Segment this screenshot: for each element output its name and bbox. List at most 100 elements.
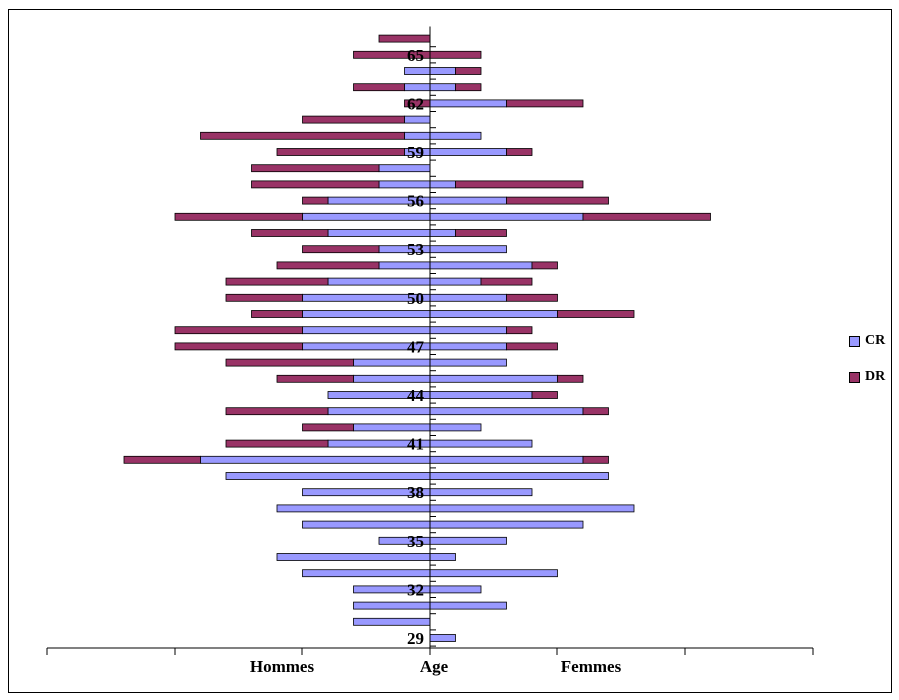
bar-dr-hommes-56 <box>302 196 329 205</box>
age-label-59: 59 <box>407 143 424 162</box>
bar-dr-hommes-53 <box>302 245 380 254</box>
chart-frame: 29 32 35 38 41 44 47 50 53 56 59 62 65 Hommes Age Fe… <box>8 9 892 693</box>
bar-dr-hommes-42 <box>302 423 354 432</box>
bar-cr-femmes-35 <box>429 536 507 545</box>
bar-dr-femmes-51 <box>480 277 533 286</box>
legend-item-cr: CR <box>849 332 885 350</box>
bar-dr-femmes-54 <box>455 229 507 237</box>
bar-cr-hommes-49 <box>302 310 431 318</box>
legend-label-cr: CR <box>865 333 886 348</box>
bar-dr-hommes-46 <box>225 358 354 367</box>
bar-dr-hommes-54 <box>251 229 329 237</box>
age-label-38: 38 <box>407 483 424 502</box>
bar-dr-femmes-57 <box>455 180 584 189</box>
bar-dr-femmes-49 <box>557 310 635 318</box>
bar-cr-femmes-56 <box>429 196 507 205</box>
bar-cr-hommes-33 <box>302 569 431 578</box>
bar-cr-femmes-42 <box>429 423 482 432</box>
bar-dr-hommes-58 <box>251 164 380 173</box>
age-label-32: 32 <box>407 580 424 599</box>
bar-cr-femmes-46 <box>429 358 507 367</box>
age-labels-group: 29 32 35 38 41 44 47 50 53 56 59 62 65 <box>407 46 425 648</box>
bar-cr-hommes-45 <box>353 374 431 383</box>
age-label-56: 56 <box>407 192 424 211</box>
bar-cr-femmes-63 <box>429 83 456 92</box>
bar-cr-femmes-53 <box>429 245 507 254</box>
bar-cr-hommes-31 <box>353 601 431 610</box>
bar-cr-hommes-52 <box>378 261 431 270</box>
bar-cr-hommes-64 <box>404 67 431 75</box>
bar-cr-hommes-39 <box>225 472 431 480</box>
bar-cr-hommes-55 <box>302 212 431 221</box>
bar-dr-hommes-40 <box>123 455 201 464</box>
bar-cr-hommes-48 <box>302 326 431 335</box>
bar-cr-femmes-54 <box>429 229 456 237</box>
bar-cr-femmes-51 <box>429 277 482 286</box>
bar-dr-femmes-47 <box>506 342 558 351</box>
xlabel-femmes: Femmes <box>561 657 622 676</box>
bar-dr-hommes-57 <box>251 180 380 189</box>
bar-dr-hommes-47 <box>174 342 303 351</box>
bar-cr-femmes-49 <box>429 310 558 318</box>
bar-dr-femmes-62 <box>506 99 584 108</box>
bar-cr-femmes-40 <box>429 455 584 464</box>
bar-dr-hommes-51 <box>225 277 329 286</box>
age-label-50: 50 <box>407 289 424 308</box>
bar-dr-hommes-61 <box>302 115 405 124</box>
bar-dr-femmes-55 <box>582 212 711 221</box>
legend-label-dr: DR <box>865 369 886 384</box>
bar-dr-hommes-59 <box>276 148 405 156</box>
bar-cr-hommes-46 <box>353 358 431 367</box>
bar-cr-femmes-37 <box>429 504 635 513</box>
bar-cr-hommes-42 <box>353 423 431 432</box>
bar-cr-femmes-45 <box>429 374 558 383</box>
bar-cr-femmes-59 <box>429 148 507 156</box>
bar-cr-femmes-57 <box>429 180 456 189</box>
bar-dr-femmes-63 <box>455 83 482 92</box>
bar-dr-hommes-55 <box>174 212 303 221</box>
bar-cr-femmes-38 <box>429 488 533 497</box>
bar-cr-femmes-52 <box>429 261 533 270</box>
bar-dr-femmes-52 <box>531 261 558 270</box>
bar-cr-hommes-61 <box>404 115 431 124</box>
bar-dr-hommes-41 <box>225 439 329 448</box>
bar-dr-femmes-65 <box>429 50 482 59</box>
bar-cr-hommes-63 <box>404 83 431 92</box>
bar-cr-femmes-43 <box>429 407 584 416</box>
bar-cr-femmes-31 <box>429 601 507 610</box>
bar-cr-femmes-60 <box>429 131 482 140</box>
bar-cr-femmes-29 <box>429 634 456 642</box>
bar-dr-femmes-40 <box>582 455 609 464</box>
bar-cr-femmes-50 <box>429 293 507 302</box>
age-label-53: 53 <box>407 240 424 259</box>
bar-dr-femmes-50 <box>506 293 558 302</box>
bar-dr-femmes-45 <box>557 374 584 383</box>
bar-dr-hommes-52 <box>276 261 380 270</box>
xlabel-age: Age <box>420 657 449 676</box>
bar-dr-hommes-60 <box>200 131 405 140</box>
bar-cr-femmes-55 <box>429 212 584 221</box>
bar-cr-hommes-37 <box>276 504 431 513</box>
bar-dr-hommes-43 <box>225 407 329 416</box>
age-label-62: 62 <box>407 94 424 113</box>
bar-dr-hommes-48 <box>174 326 303 335</box>
bar-cr-femmes-48 <box>429 326 507 335</box>
legend-swatch-cr <box>849 335 860 347</box>
bar-cr-hommes-30 <box>353 617 431 626</box>
legend-item-dr: DR <box>849 368 885 386</box>
age-label-44: 44 <box>407 386 425 405</box>
bar-dr-hommes-49 <box>251 310 303 318</box>
bar-cr-femmes-41 <box>429 439 533 448</box>
bar-cr-hommes-54 <box>327 229 431 237</box>
bar-cr-hommes-34 <box>276 553 431 561</box>
bar-dr-hommes-66 <box>378 34 431 43</box>
age-label-29: 29 <box>407 629 424 648</box>
bar-cr-femmes-33 <box>429 569 558 578</box>
bar-dr-femmes-48 <box>506 326 533 335</box>
bar-dr-hommes-63 <box>353 83 405 92</box>
age-label-35: 35 <box>407 532 424 551</box>
bar-cr-femmes-64 <box>429 67 456 75</box>
age-label-41: 41 <box>407 435 424 454</box>
bar-cr-hommes-40 <box>200 455 431 464</box>
bar-cr-femmes-62 <box>429 99 507 108</box>
